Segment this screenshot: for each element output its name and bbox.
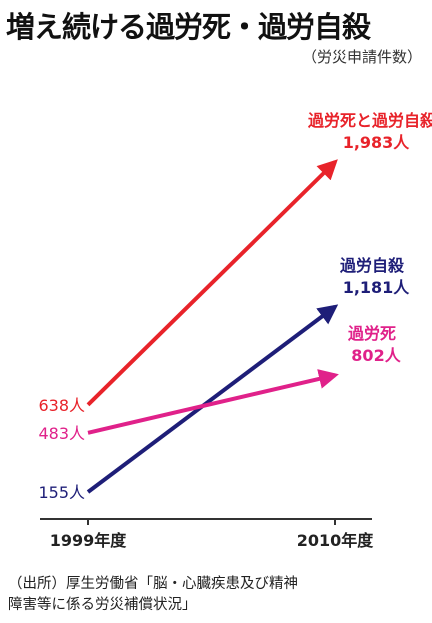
source-note: （出所）厚生労働省「脳・心臓疾患及び精神 障害等に係る労災補償状況」 <box>8 574 298 616</box>
data-label-end: 1,181人 <box>343 278 411 297</box>
data-label-end: 1,983人 <box>343 133 411 152</box>
data-label-start: 155人 <box>38 483 85 502</box>
series-name-label: 過労自殺 <box>339 256 405 275</box>
data-label-end: 802人 <box>351 346 401 365</box>
chart-subtitle: （労災申請件数） <box>301 48 422 66</box>
series-line <box>87 369 339 435</box>
series-name-label: 過労死と過労自殺 <box>307 111 432 130</box>
source-line-1: （出所）厚生労働省「脳・心臓疾患及び精神 <box>8 576 298 592</box>
chart-title: 増え続ける過労死・過労自殺 <box>6 10 371 44</box>
x-tick-label: 1999年度 <box>50 531 128 550</box>
data-label-start: 483人 <box>38 424 85 443</box>
series-line <box>86 304 339 494</box>
series-name-label: 過労死 <box>347 324 396 343</box>
source-line-2: 障害等に係る労災補償状況」 <box>8 597 197 613</box>
data-label-start: 638人 <box>38 396 85 415</box>
x-tick-label: 2010年度 <box>297 531 375 550</box>
chart-svg: 1999年度 2010年度 638人 過労死と過労自殺 1,983人 155人 過労自殺 1,… <box>38 111 432 550</box>
series-line <box>86 159 338 407</box>
